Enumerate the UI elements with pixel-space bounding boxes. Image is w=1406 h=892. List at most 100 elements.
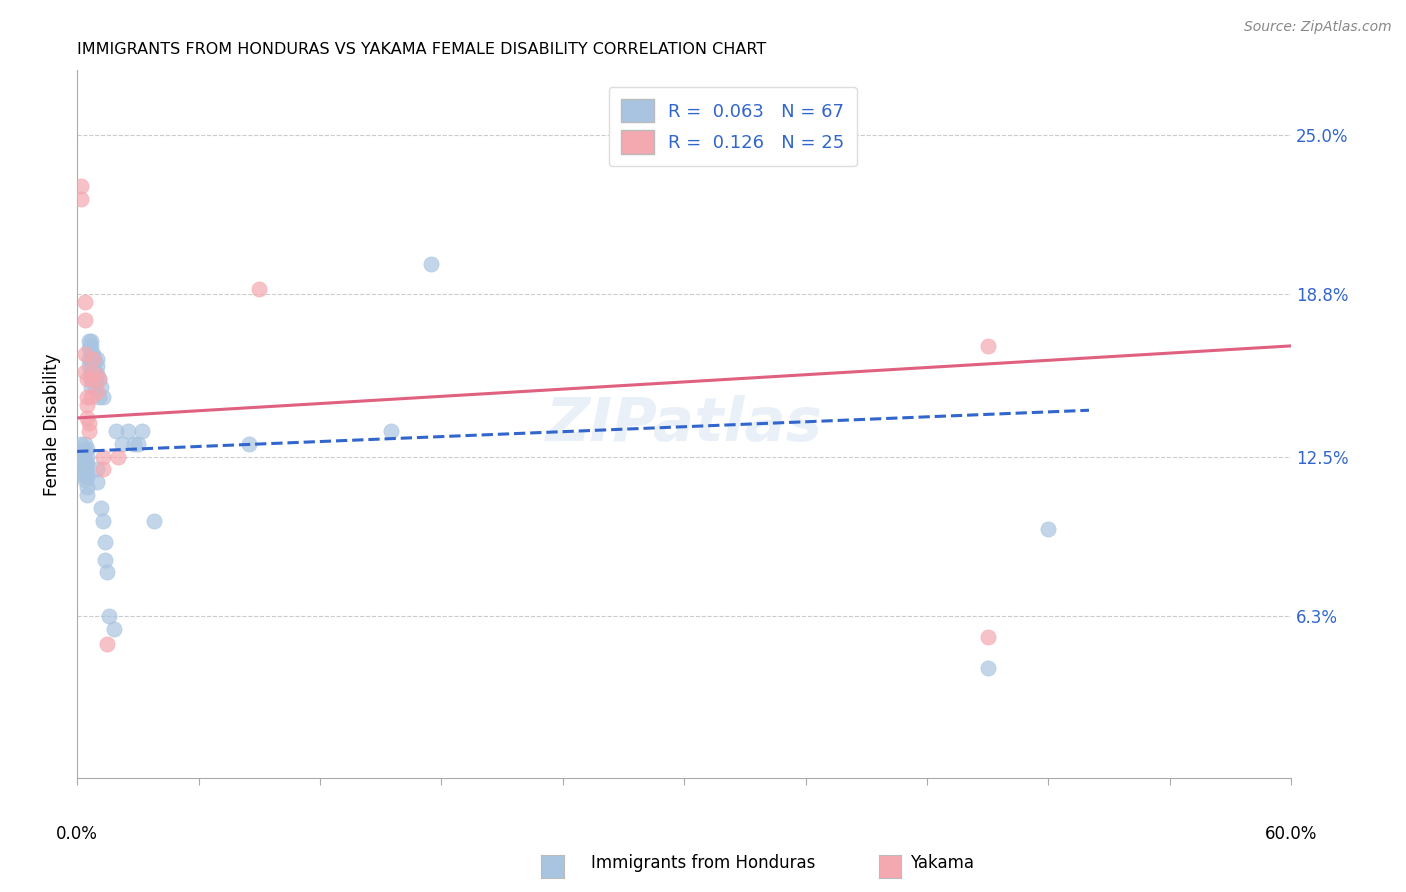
Text: ZIPatlas: ZIPatlas xyxy=(546,395,823,454)
Point xyxy=(77,424,100,438)
Point xyxy=(80,380,103,394)
Point xyxy=(72,462,94,476)
Point xyxy=(76,372,98,386)
Point xyxy=(93,450,115,464)
Point xyxy=(103,622,125,636)
Point xyxy=(1038,522,1060,536)
Point xyxy=(93,514,115,528)
Point xyxy=(86,462,108,476)
Point xyxy=(84,380,107,394)
Point xyxy=(80,372,103,386)
Point xyxy=(86,359,108,374)
Point xyxy=(75,313,97,327)
Point xyxy=(76,450,98,464)
Point xyxy=(94,552,117,566)
Point xyxy=(76,390,98,404)
Point xyxy=(80,334,103,348)
Point xyxy=(122,436,145,450)
Point xyxy=(72,467,94,482)
Point xyxy=(70,192,93,206)
Point xyxy=(80,372,103,386)
Point xyxy=(98,609,121,624)
Point xyxy=(977,630,1000,644)
Text: Source: ZipAtlas.com: Source: ZipAtlas.com xyxy=(1244,20,1392,34)
Point xyxy=(77,342,100,356)
Text: 0.0%: 0.0% xyxy=(56,825,98,843)
Point xyxy=(89,390,111,404)
Point xyxy=(89,372,111,386)
Legend: R =  0.063   N = 67, R =  0.126   N = 25: R = 0.063 N = 67, R = 0.126 N = 25 xyxy=(609,87,858,166)
Point xyxy=(977,339,1000,353)
Point xyxy=(82,372,104,386)
Point xyxy=(77,351,100,366)
Point xyxy=(86,385,108,400)
Point xyxy=(70,436,93,450)
Point xyxy=(86,351,108,366)
Point xyxy=(75,452,97,467)
Point xyxy=(77,359,100,374)
Point xyxy=(80,346,103,360)
Point xyxy=(80,339,103,353)
Point xyxy=(110,436,132,450)
Point xyxy=(86,368,108,382)
Point xyxy=(82,354,104,368)
Text: 60.0%: 60.0% xyxy=(1265,825,1317,843)
Point xyxy=(72,452,94,467)
Point xyxy=(84,368,107,382)
Point xyxy=(76,465,98,479)
Point xyxy=(72,458,94,472)
Point xyxy=(77,334,100,348)
Point xyxy=(96,638,118,652)
Point xyxy=(82,351,104,366)
Point xyxy=(75,444,97,458)
Point xyxy=(80,354,103,368)
Point xyxy=(76,470,98,484)
Point xyxy=(84,365,107,379)
Point xyxy=(117,424,139,438)
Point xyxy=(86,475,108,490)
Point xyxy=(76,488,98,502)
Point xyxy=(75,436,97,450)
Point xyxy=(94,534,117,549)
Point xyxy=(104,424,127,438)
Point xyxy=(90,380,112,394)
Point xyxy=(143,514,166,528)
Point xyxy=(977,661,1000,675)
Point xyxy=(247,282,270,296)
Point xyxy=(131,424,153,438)
Point xyxy=(75,346,97,360)
Point xyxy=(70,450,93,464)
Point xyxy=(82,365,104,379)
Point xyxy=(93,390,115,404)
Point xyxy=(84,372,107,386)
Point xyxy=(80,365,103,379)
Point xyxy=(127,436,149,450)
Point xyxy=(76,480,98,494)
Point xyxy=(76,411,98,425)
Point xyxy=(93,462,115,476)
Point xyxy=(420,256,443,270)
Text: Immigrants from Honduras: Immigrants from Honduras xyxy=(591,855,815,872)
Point xyxy=(84,354,107,368)
Point xyxy=(89,372,111,386)
Point xyxy=(380,424,402,438)
Point xyxy=(80,390,103,404)
Point xyxy=(70,179,93,194)
Point xyxy=(75,365,97,379)
Point xyxy=(76,442,98,456)
Point xyxy=(75,295,97,310)
Point xyxy=(238,436,260,450)
Point xyxy=(75,473,97,487)
Y-axis label: Female Disability: Female Disability xyxy=(44,353,60,496)
Point xyxy=(96,566,118,580)
Point xyxy=(77,416,100,430)
Point xyxy=(82,346,104,360)
Point xyxy=(75,462,97,476)
Point xyxy=(107,450,129,464)
Point xyxy=(75,458,97,472)
Text: IMMIGRANTS FROM HONDURAS VS YAKAMA FEMALE DISABILITY CORRELATION CHART: IMMIGRANTS FROM HONDURAS VS YAKAMA FEMAL… xyxy=(77,42,766,57)
Text: Yakama: Yakama xyxy=(910,855,974,872)
Point xyxy=(76,458,98,472)
Point xyxy=(70,444,93,458)
Point xyxy=(76,398,98,412)
